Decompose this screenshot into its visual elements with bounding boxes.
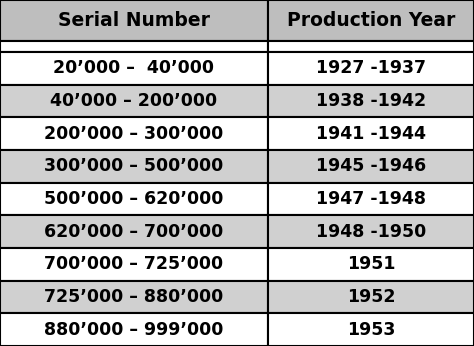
Text: Production Year: Production Year — [287, 11, 455, 30]
Text: 300’000 – 500’000: 300’000 – 500’000 — [44, 157, 224, 175]
Bar — [268, 215, 474, 248]
Bar — [0, 313, 268, 346]
Bar — [0, 84, 268, 117]
Text: 1941 -1944: 1941 -1944 — [316, 125, 426, 143]
Text: 1948 -1950: 1948 -1950 — [316, 222, 426, 240]
Bar — [268, 150, 474, 183]
Bar — [0, 281, 268, 313]
Bar — [268, 52, 474, 84]
Bar — [268, 41, 474, 52]
Text: 1953: 1953 — [346, 321, 395, 339]
Bar — [0, 41, 268, 52]
Text: 1927 -1937: 1927 -1937 — [316, 59, 426, 77]
Bar — [268, 117, 474, 150]
Text: 620’000 – 700’000: 620’000 – 700’000 — [44, 222, 224, 240]
Text: 880’000 – 999’000: 880’000 – 999’000 — [44, 321, 224, 339]
Bar — [0, 248, 268, 281]
Text: 700’000 – 725’000: 700’000 – 725’000 — [45, 255, 223, 273]
Bar — [0, 183, 268, 215]
Bar — [0, 150, 268, 183]
Text: 1945 -1946: 1945 -1946 — [316, 157, 426, 175]
Text: 1951: 1951 — [346, 255, 395, 273]
Bar — [268, 84, 474, 117]
Bar — [268, 248, 474, 281]
Text: 1947 -1948: 1947 -1948 — [316, 190, 426, 208]
Text: 1952: 1952 — [346, 288, 395, 306]
Text: 20’000 –  40’000: 20’000 – 40’000 — [54, 59, 214, 77]
Text: 200’000 – 300’000: 200’000 – 300’000 — [44, 125, 224, 143]
Bar — [0, 117, 268, 150]
Bar — [0, 0, 268, 41]
Bar — [268, 281, 474, 313]
Bar — [0, 52, 268, 84]
Text: 40’000 – 200’000: 40’000 – 200’000 — [50, 92, 218, 110]
Bar — [268, 313, 474, 346]
Text: 1938 -1942: 1938 -1942 — [316, 92, 426, 110]
Text: 500’000 – 620’000: 500’000 – 620’000 — [44, 190, 224, 208]
Text: Serial Number: Serial Number — [58, 11, 210, 30]
Bar — [0, 215, 268, 248]
Bar — [268, 183, 474, 215]
Bar — [268, 0, 474, 41]
Text: 725’000 – 880’000: 725’000 – 880’000 — [44, 288, 224, 306]
